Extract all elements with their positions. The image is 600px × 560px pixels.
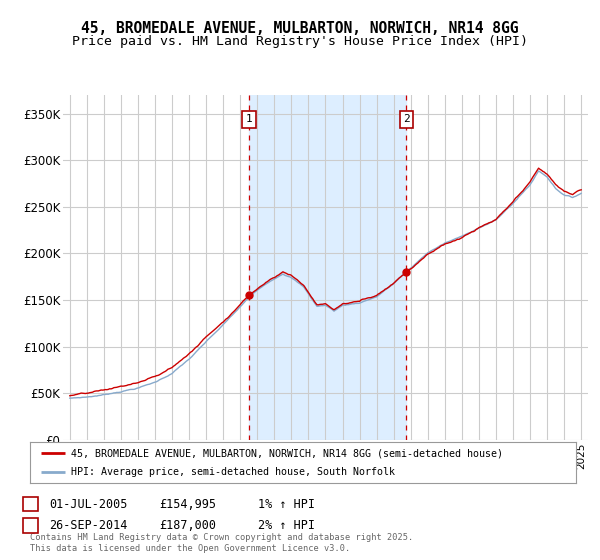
Text: HPI: Average price, semi-detached house, South Norfolk: HPI: Average price, semi-detached house,… [71, 467, 395, 477]
Text: 1: 1 [27, 497, 34, 511]
Text: £187,000: £187,000 [159, 519, 216, 532]
Text: Contains HM Land Registry data © Crown copyright and database right 2025.
This d: Contains HM Land Registry data © Crown c… [30, 533, 413, 553]
Bar [249, 95, 406, 440]
Text: 2: 2 [403, 114, 410, 124]
Text: 45, BROMEDALE AVENUE, MULBARTON, NORWICH, NR14 8GG (semi-detached house): 45, BROMEDALE AVENUE, MULBARTON, NORWICH… [71, 449, 503, 458]
Text: 26-SEP-2014: 26-SEP-2014 [49, 519, 128, 532]
Text: 01-JUL-2005: 01-JUL-2005 [49, 497, 128, 511]
Text: 2: 2 [27, 519, 34, 532]
Text: 1: 1 [245, 114, 252, 124]
Text: 2% ↑ HPI: 2% ↑ HPI [258, 519, 315, 532]
Text: 1% ↑ HPI: 1% ↑ HPI [258, 497, 315, 511]
Text: 45, BROMEDALE AVENUE, MULBARTON, NORWICH, NR14 8GG: 45, BROMEDALE AVENUE, MULBARTON, NORWICH… [81, 21, 519, 36]
Text: £154,995: £154,995 [159, 497, 216, 511]
Text: Price paid vs. HM Land Registry's House Price Index (HPI): Price paid vs. HM Land Registry's House … [72, 35, 528, 48]
